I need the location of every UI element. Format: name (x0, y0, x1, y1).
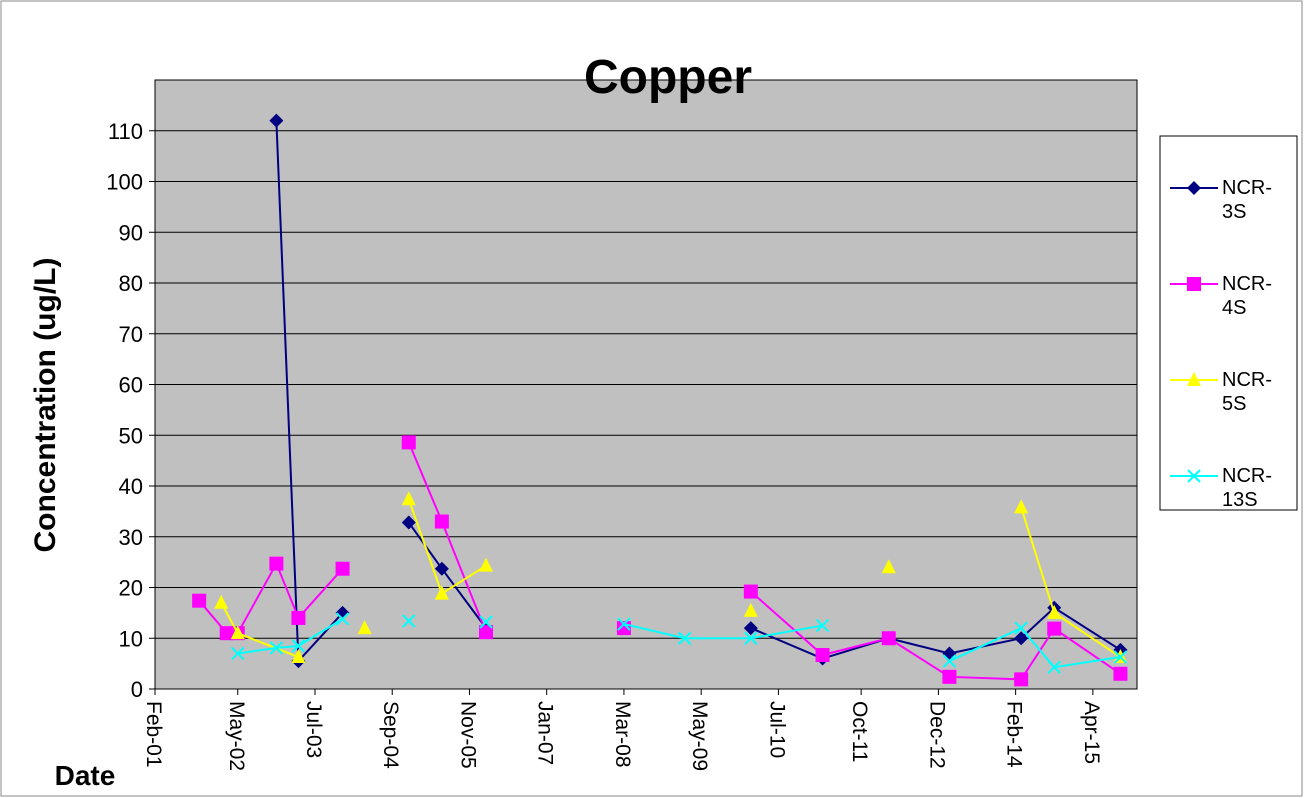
legend-label: NCR-13S (1222, 465, 1272, 511)
x-tick-label: Oct-11 (848, 701, 871, 762)
marker (401, 491, 416, 506)
marker (479, 557, 494, 572)
marker (434, 514, 449, 529)
legend-label: NCR-4S (1222, 273, 1272, 319)
x-tick-label: Jul-10 (765, 701, 788, 758)
marker (402, 614, 416, 628)
marker (743, 621, 758, 636)
marker (881, 559, 896, 574)
marker (335, 561, 350, 576)
x-tick-label: Feb-14 (1003, 701, 1026, 768)
marker (269, 641, 284, 655)
marker (214, 594, 229, 609)
x-tick-label: Mar-08 (611, 701, 634, 768)
marker (479, 615, 493, 629)
y-tick-label: 30 (119, 525, 143, 550)
marker (230, 625, 245, 640)
x-tick-label: Nov-05 (456, 701, 479, 769)
x-tick-label: May-09 (688, 701, 711, 771)
marker (192, 593, 207, 608)
grid (149, 130, 1137, 695)
marker (401, 435, 416, 450)
y-tick-label: 0 (131, 677, 143, 702)
y-tick-label: 70 (119, 322, 143, 347)
x-axis-label: Date (55, 760, 116, 791)
x-tick-label: Sep-04 (379, 701, 402, 769)
marker (617, 617, 631, 631)
y-tick-label: 20 (119, 576, 143, 601)
marker (291, 649, 306, 664)
marker (881, 631, 896, 646)
x-tick-label: Dec-12 (925, 701, 948, 769)
y-tick-label: 60 (119, 373, 143, 398)
marker (1014, 499, 1029, 514)
marker (677, 631, 692, 645)
legend-marker (1187, 372, 1201, 386)
marker (1047, 621, 1062, 636)
marker (291, 639, 306, 653)
x-tick-label: May-02 (225, 701, 248, 771)
series-line (237, 618, 1121, 669)
marker (479, 625, 494, 640)
marker (1113, 666, 1128, 681)
y-tick-label: 10 (119, 626, 143, 651)
marker (743, 584, 758, 599)
marker (1047, 660, 1061, 674)
marker (744, 631, 758, 645)
marker (434, 585, 449, 600)
x-tick-label: Feb-01 (142, 701, 165, 768)
marker (1014, 672, 1029, 687)
x-tick-label: Jul-03 (302, 701, 325, 758)
marker (942, 654, 957, 668)
legend-marker (1187, 277, 1201, 291)
legend-box (1159, 135, 1298, 511)
marker (335, 612, 350, 626)
marker (357, 620, 372, 635)
marker (942, 669, 957, 684)
marker (219, 626, 234, 641)
y-tick-label: 90 (119, 220, 143, 245)
marker (401, 515, 416, 530)
marker (291, 610, 306, 625)
legend-label: NCR-5S (1222, 369, 1272, 415)
marker (1113, 650, 1128, 664)
marker (743, 602, 758, 617)
marker (269, 556, 284, 571)
y-tick-label: 100 (106, 170, 143, 195)
marker (269, 113, 284, 128)
marker (815, 618, 830, 633)
marker (231, 646, 245, 661)
legend-marker (1187, 181, 1201, 195)
marker (1014, 631, 1029, 646)
legend-label: NCR-3S (1222, 177, 1272, 223)
y-tick-label: 110 (108, 119, 143, 144)
y-tick-label: 80 (119, 271, 143, 296)
marker (815, 647, 830, 662)
marker (1047, 604, 1062, 619)
y-tick-label: 50 (119, 423, 143, 448)
marker (1014, 621, 1028, 635)
series-layer (192, 113, 1128, 687)
marker (434, 561, 449, 576)
x-tick-label: Apr-15 (1080, 701, 1103, 764)
legend-marker (1187, 469, 1201, 483)
x-tick-label: Jan-07 (534, 701, 557, 765)
y-axis-label: Concentration (ug/L) (29, 258, 62, 553)
y-tick-label: 40 (119, 474, 143, 499)
chart-title: Copper (584, 51, 752, 104)
